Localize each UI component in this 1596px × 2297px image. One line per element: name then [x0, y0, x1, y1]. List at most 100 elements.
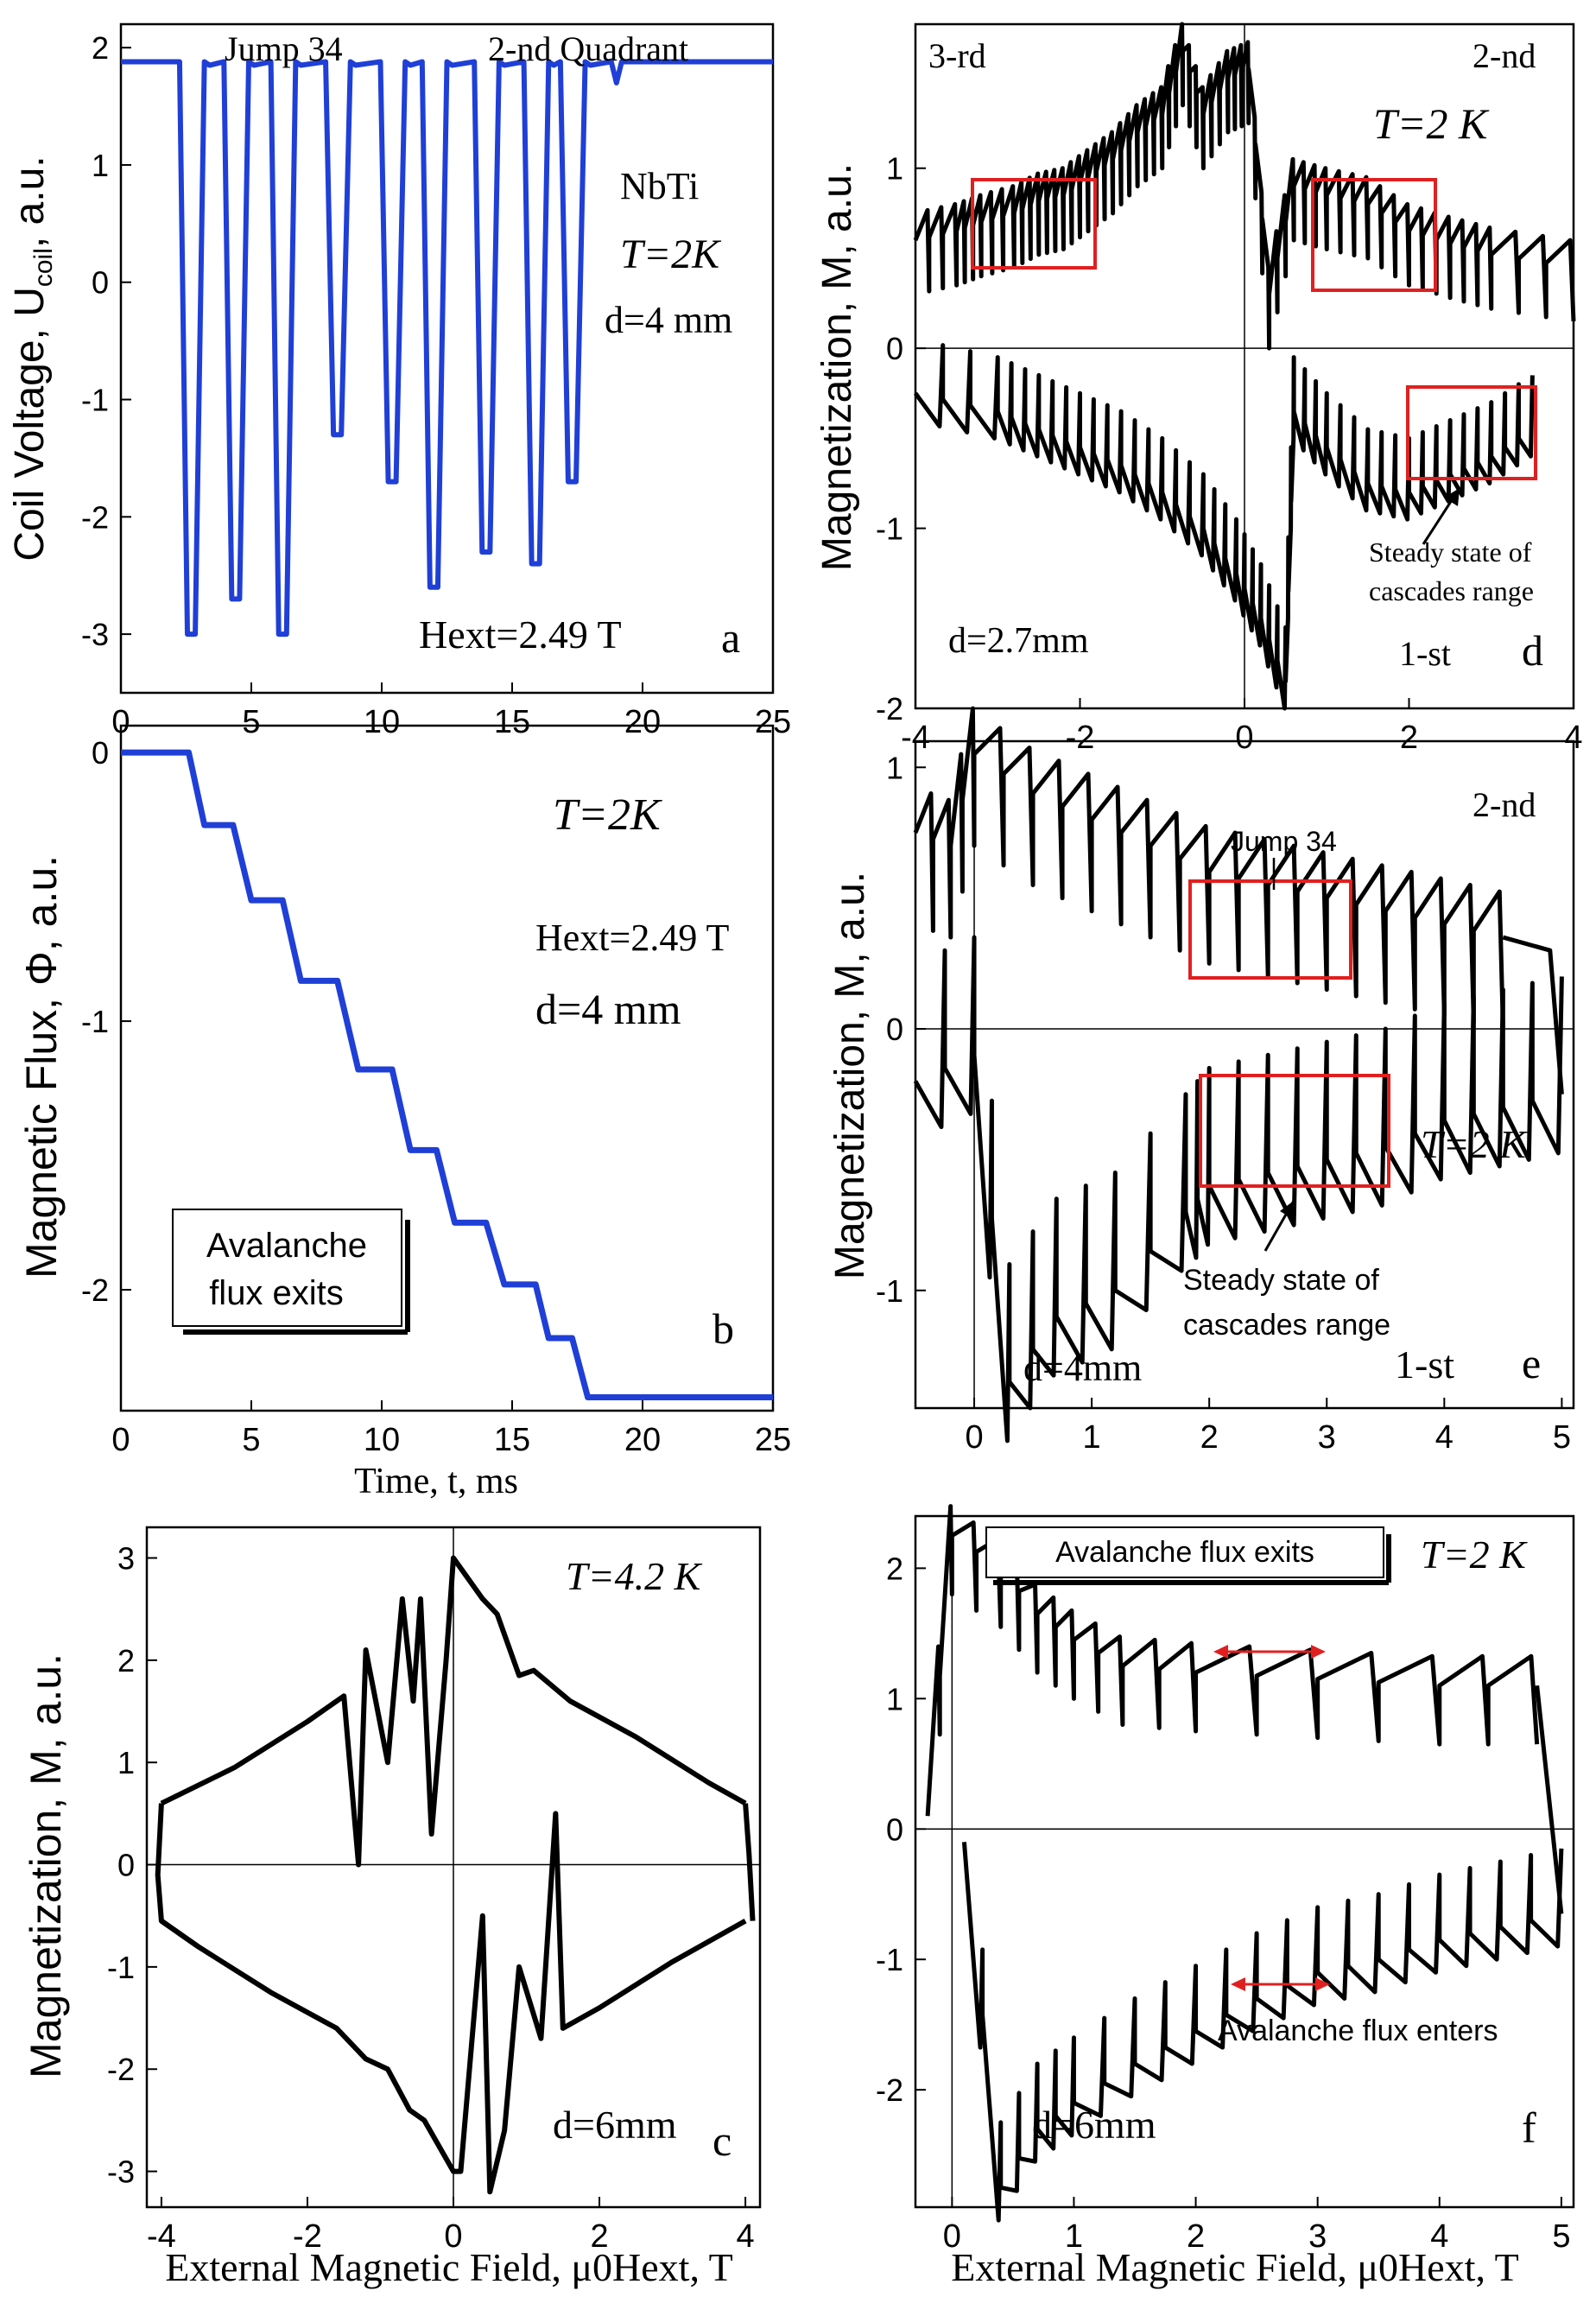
- x-tick-label: 0: [111, 704, 130, 740]
- highlight-box-3: [1406, 385, 1537, 480]
- highlight-box-2: [1311, 178, 1437, 292]
- annot-hext: Hext=2.49 T: [419, 612, 622, 657]
- x-tick-label: 10: [364, 704, 400, 740]
- series-f-lower: [961, 1842, 1564, 2223]
- red-arrow-top-l: [1213, 1645, 1228, 1659]
- y-tick-label: -3: [81, 617, 109, 652]
- series-f-upper: [925, 1504, 1540, 1817]
- y-axis-label-a: Coil Voltage, Ucoil, a.u.: [7, 155, 58, 561]
- annot-thickness: d=2.7mm: [948, 621, 1089, 661]
- y-tick-label: -2: [81, 1272, 109, 1308]
- x-tick-label: 2: [1200, 1419, 1219, 1456]
- x-tick-label: 20: [624, 704, 661, 740]
- x-tick-label: 1: [1065, 2218, 1083, 2255]
- y-tick-label: 1: [886, 1681, 903, 1716]
- red-arrow-bot-l: [1231, 1977, 1245, 1991]
- x-tick-label: 0: [111, 1422, 130, 1458]
- chart-c: -4 -2 0 2 4 -3 -2 -1 0 1 2 3 T=4.2 K d=6mm c External M…: [22, 1526, 762, 2289]
- annot-steady-2: cascades range: [1369, 575, 1534, 606]
- annot-steady-1: Steady state of: [1183, 1264, 1379, 1297]
- x-axis-label-c: External Magnetic Field, μ0Hext, T: [165, 2245, 732, 2289]
- annot-thickness: d=4mm: [1023, 1347, 1142, 1389]
- y-tick-label: 0: [886, 1812, 903, 1847]
- x-tick-label: 4: [1435, 1419, 1454, 1456]
- annot-temp: T=2 K: [1421, 1532, 1528, 1577]
- y-tick-label: -1: [876, 1273, 903, 1309]
- y-tick-label: -3: [107, 2154, 135, 2190]
- annot-temp: T=2K: [553, 790, 662, 840]
- annot-steady-2: cascades range: [1183, 1309, 1390, 1342]
- plot-frame: [119, 22, 775, 695]
- annot-thickness: d=4 mm: [605, 299, 732, 341]
- series-c-left-cap: [155, 1803, 200, 1949]
- annot-quadrant: 2-nd Quadrant: [488, 29, 688, 68]
- x-tick-label: 2: [1187, 2218, 1205, 2255]
- series-a-ucoil: [121, 59, 773, 638]
- panel-letter-b: b: [712, 1304, 734, 1353]
- plot-frame: [914, 739, 1575, 1410]
- plot-frame: [119, 724, 775, 1412]
- y-tick-label: 0: [886, 1012, 903, 1047]
- panel-letter-e: e: [1522, 1339, 1541, 1387]
- x-tick-label: 5: [242, 1422, 260, 1458]
- series-e-upper: [913, 706, 1505, 1030]
- annot-nbti: NbTi: [620, 165, 699, 207]
- y-tick-label: -2: [876, 2072, 903, 2108]
- y-tick-label: -1: [876, 511, 903, 547]
- x-tick-label: -2: [293, 2218, 322, 2255]
- y-axis-label-d: Magnetization, M, a.u.: [814, 163, 860, 571]
- annot-temp: T=2 K: [1373, 99, 1490, 148]
- x-tick-label: 3: [1308, 2218, 1327, 2255]
- x-tick-label: 4: [737, 2218, 755, 2255]
- chart-b: 0 5 10 15 20 25 -2 -1 0 T=2K Hext=2.49 T d=4 mm Aval…: [17, 724, 791, 1501]
- series-b-flux: [121, 749, 773, 1400]
- x-tick-label: -4: [147, 2218, 176, 2255]
- series-d-upper: [913, 22, 1576, 351]
- y-axis-label-sub: coil: [29, 248, 58, 287]
- annot-3rd: 3-rd: [928, 36, 986, 75]
- y-tick-label: 2: [886, 1551, 903, 1586]
- x-axis-label-f: External Magnetic Field, μ0Hext, T: [951, 2245, 1518, 2289]
- panel-letter-d: d: [1522, 626, 1543, 675]
- x-tick-label: 5: [1552, 2218, 1570, 2255]
- x-tick-label: 2: [1400, 720, 1418, 756]
- x-tick-label: 4: [1564, 720, 1582, 756]
- x-tick-label: 2: [590, 2218, 608, 2255]
- y-tick-label: -1: [876, 1942, 903, 1977]
- y-axis-label-b: Magnetic Flux, Φ, a.u.: [17, 855, 66, 1279]
- series-f-upper-tail: [1535, 1685, 1564, 1914]
- annot-1st: 1-st: [1399, 634, 1451, 673]
- y-tick-label: 2: [92, 30, 109, 66]
- annot-thickness: d=4 mm: [535, 985, 681, 1033]
- annot-temp: T=2K: [620, 232, 722, 277]
- series-e-upper-tail: [1502, 935, 1564, 1095]
- series-d-lower: [913, 343, 1535, 711]
- y-tick-label: -1: [81, 383, 109, 418]
- y-tick-label: 0: [92, 265, 109, 301]
- panel-letter-a: a: [721, 613, 740, 662]
- chart-f: 0 1 2 3 4 5 -2 -1 0 1 2 Avalanche flux exits T=2 K d=…: [876, 1504, 1575, 2289]
- y-tick-label: 0: [117, 1848, 135, 1883]
- y-tick-label: -1: [107, 1950, 135, 1985]
- x-tick-label: 15: [494, 704, 530, 740]
- series-c-right-cap: [743, 1803, 756, 1921]
- series-c-upper: [160, 1555, 747, 1868]
- highlight-box-1: [971, 178, 1097, 270]
- x-tick-label: 0: [943, 2218, 961, 2255]
- annot-steady-1: Steady state of: [1369, 536, 1532, 568]
- y-tick-label: 2: [117, 1643, 135, 1678]
- annot-thickness: d=6mm: [553, 2103, 677, 2147]
- x-axis-label-b: Time, t, ms: [354, 1462, 518, 1501]
- y-tick-label: 1: [117, 1745, 135, 1780]
- y-axis-label-e: Magnetization, M, a.u.: [827, 872, 873, 1279]
- x-tick-label: 15: [494, 1422, 530, 1458]
- y-tick-label: -2: [107, 2052, 135, 2087]
- series-c-lower: [160, 1811, 747, 2195]
- legend-line2: flux exits: [209, 1274, 344, 1312]
- legend-box-b: [172, 1209, 402, 1327]
- x-tick-label: 4: [1430, 2218, 1448, 2255]
- x-tick-label: -2: [1066, 720, 1095, 756]
- x-tick-label: 0: [1235, 720, 1253, 756]
- y-tick-label: 0: [886, 331, 903, 366]
